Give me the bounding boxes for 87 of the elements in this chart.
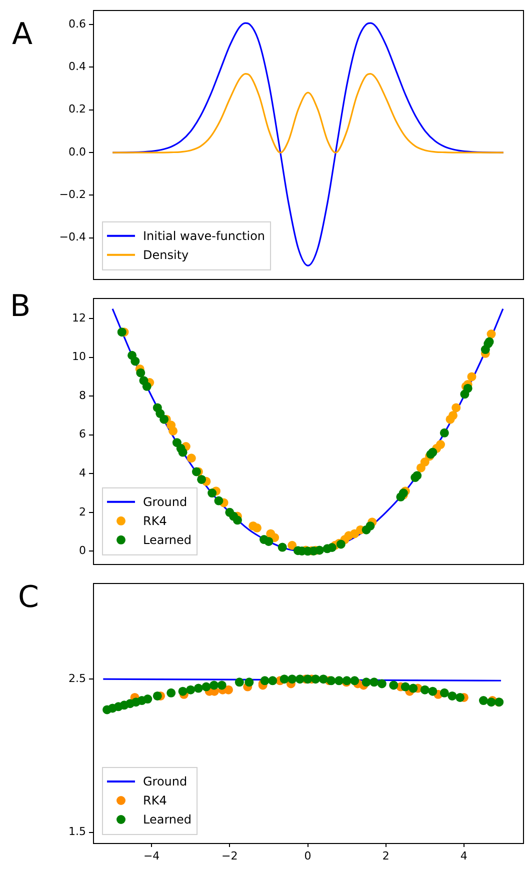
point [311,674,320,684]
point [456,692,465,702]
y-tick-label: 0 [79,544,86,558]
legend-label: Ground [143,774,188,789]
y-tick-label: 0.0 [68,145,86,158]
point [420,458,430,467]
point [143,694,152,704]
y-tick-label: 0.6 [68,17,86,30]
y-tick-label: −0.4 [59,230,86,244]
point [202,682,211,692]
point [448,410,458,420]
point [186,454,196,463]
point [370,678,379,687]
point [142,382,152,391]
point [210,680,219,690]
y-tick-label: 0.2 [68,102,86,116]
point [178,686,188,696]
point [260,676,270,686]
legend-label: Learned [143,812,192,827]
point [334,676,344,686]
point [278,542,287,552]
y-tick-label: 4 [79,466,86,480]
y-tick-label: 12 [72,311,86,324]
point [186,685,196,694]
legend-label: Learned [143,533,192,548]
x-tick-label: −4 [143,849,160,862]
chart-title: B [10,289,31,324]
point [152,691,162,700]
point [252,523,262,532]
point [448,691,457,700]
y-tick-label: 10 [72,350,86,364]
y-tick-label: 1.5 [68,825,86,838]
point [244,678,254,687]
x-tick-label: 4 [460,849,468,862]
point [478,696,488,706]
point [467,372,476,382]
point [377,679,386,688]
point [389,680,398,690]
point [197,474,206,484]
point [178,448,188,457]
point [400,682,410,692]
point [136,368,146,378]
point [452,403,461,412]
point [288,540,297,550]
point [117,328,126,337]
y-tick-label: 2.5 [68,672,86,685]
point [420,685,430,694]
line-series [112,73,504,154]
point [166,688,176,698]
legend-label: Initial wave-function [143,229,266,244]
y-tick-label: 6 [79,428,86,441]
point [428,686,438,696]
y-tick-label: 2 [79,505,86,518]
x-tick-label: −2 [222,849,238,862]
point [362,678,371,687]
point [232,516,242,525]
point [350,676,360,686]
point [208,488,217,498]
legend-label: RK4 [143,794,167,808]
point [217,680,226,690]
chart-title: A [12,17,33,52]
point [318,674,328,684]
y-tick-label: 8 [79,388,86,402]
point [366,521,375,530]
legend-label: Density [143,248,189,262]
x-tick-label: 0 [304,849,312,862]
point [130,356,140,366]
point [440,428,449,438]
point [436,440,446,450]
point [168,426,178,436]
point [408,684,418,693]
point [264,536,274,546]
point [440,688,449,698]
point [194,684,203,693]
legend-label: RK4 [143,514,167,528]
point [280,674,289,684]
point [268,676,278,686]
x-tick-label: 2 [382,849,390,862]
chart-title: C [18,580,39,615]
point [214,496,224,506]
y-tick-label: 0.4 [68,60,86,74]
y-tick-label: −0.2 [59,188,86,202]
point [295,674,304,684]
point [234,678,244,687]
point [288,674,297,684]
legend-label: Ground [143,495,188,510]
point [486,330,496,339]
